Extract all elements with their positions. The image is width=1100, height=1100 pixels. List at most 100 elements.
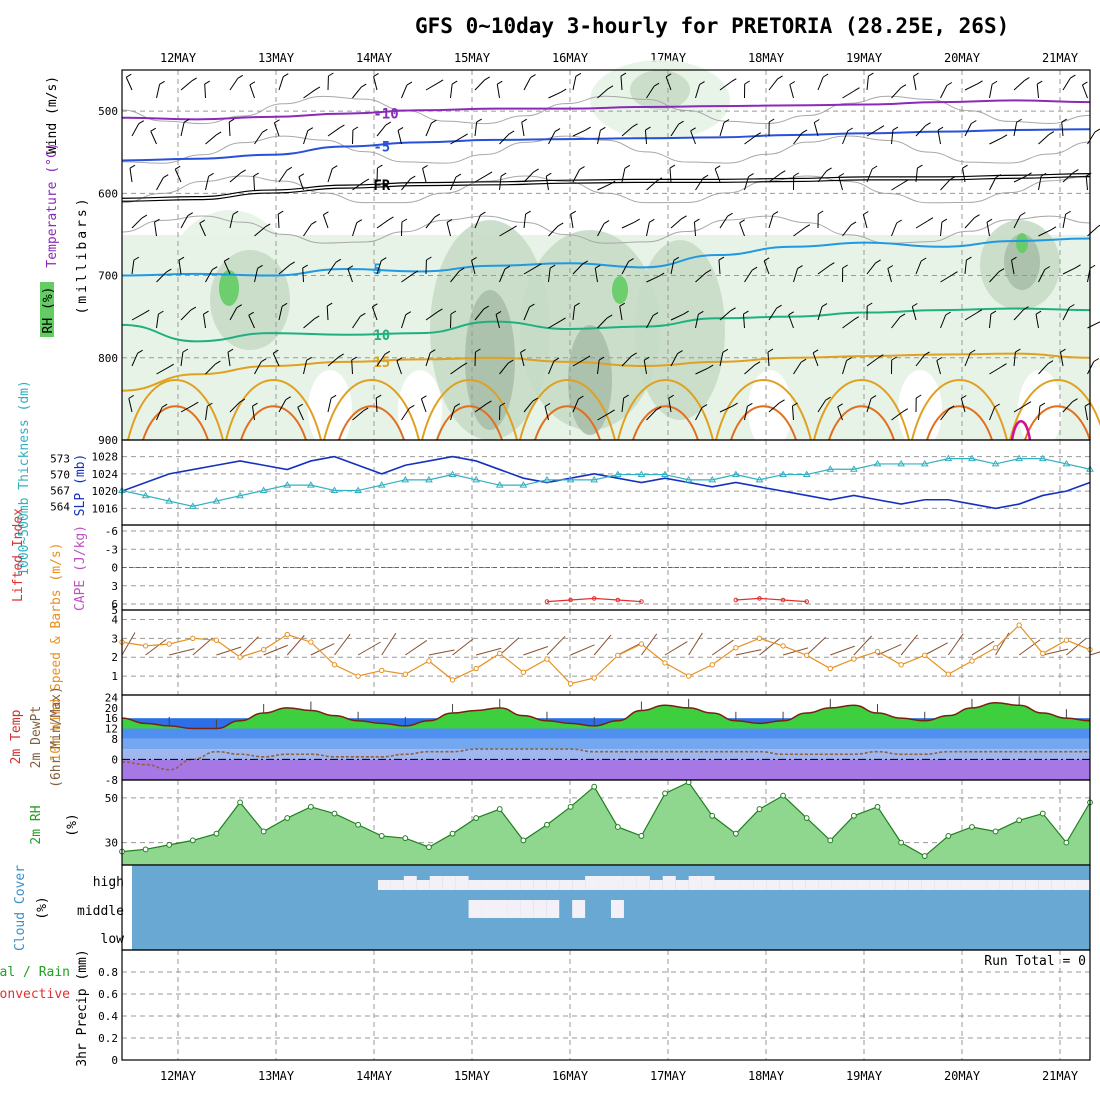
rh2m-marker — [496, 806, 503, 812]
high-cloud-gap — [1025, 880, 1039, 890]
wind-speed-marker — [780, 643, 786, 649]
thickness-marker — [330, 486, 339, 493]
upper-wind-barb — [281, 302, 288, 307]
upper-wind-barb — [474, 308, 485, 321]
upper-wind-barb — [1062, 77, 1071, 91]
rh-contour-line — [121, 175, 1091, 204]
upper-wind-barb — [705, 269, 712, 274]
upper-wind-barb — [508, 359, 514, 364]
high-cloud-gap — [468, 880, 482, 890]
high-cloud-gap — [520, 880, 534, 890]
upper-wind-barb — [1016, 118, 1022, 123]
wind-speed-marker — [615, 652, 621, 659]
thickness-marker — [165, 497, 174, 504]
upper-wind-barb — [352, 86, 362, 99]
upper-wind-barb — [191, 77, 197, 82]
upper-wind-barb — [991, 80, 998, 85]
thickness-marker — [236, 491, 244, 499]
upper-wind-barb — [837, 406, 843, 421]
date-label-bottom: 13MAY — [258, 1069, 295, 1083]
upper-wind-barb — [161, 403, 168, 408]
upper-wind-barb — [283, 73, 289, 78]
upper-wind-barb — [891, 87, 902, 99]
upper-air-panel: -10 -5 FR 5 10 15 500 600 700 800 900 (millibars) Wi… — [40, 60, 1100, 450]
upper-wind-barb — [208, 172, 214, 177]
thickness-marker — [779, 470, 787, 478]
cape-marker — [757, 596, 762, 601]
upper-wind-barb — [499, 133, 510, 145]
upper-wind-barb — [1013, 404, 1027, 413]
cape-marker — [591, 596, 597, 601]
upper-wind-barb — [373, 76, 378, 91]
wind-speed-marker — [426, 658, 432, 664]
upper-wind-barb — [986, 218, 993, 223]
upper-wind-barb — [1065, 210, 1071, 215]
isotherm-hot-cycle — [632, 405, 699, 441]
upper-wind-barb — [150, 131, 157, 145]
upper-wind-barb — [793, 361, 802, 375]
upper-wind-barb — [450, 84, 453, 99]
upper-wind-barb — [347, 265, 354, 270]
thickness-marker — [495, 481, 504, 488]
upper-wind-barb — [474, 214, 481, 229]
wind-axis-label: Wind (m/s) — [45, 76, 60, 154]
upper-wind-barb — [695, 177, 704, 191]
upper-wind-barb — [422, 165, 428, 169]
isotherm-hot-cycle — [730, 405, 797, 441]
upper-wind-barb — [812, 352, 819, 367]
upper-wind-barb — [665, 76, 672, 91]
upper-wind-barb — [303, 224, 312, 237]
thickness-marker — [897, 459, 906, 467]
high-cloud-gap — [999, 880, 1013, 890]
wind-speed-marker — [260, 646, 267, 653]
thickness-marker — [448, 470, 457, 478]
wind-barb — [570, 644, 595, 656]
upper-wind-barb — [1048, 131, 1055, 136]
upper-wind-barb — [486, 400, 492, 405]
upper-wind-barb — [597, 88, 609, 99]
upper-wind-barb — [739, 222, 745, 237]
upper-wind-barb — [621, 168, 626, 183]
wind-barb — [924, 642, 948, 656]
wind-barb — [263, 644, 288, 656]
upper-wind-barb — [156, 366, 169, 375]
temp-band — [122, 738, 1090, 750]
upper-wind-barb — [621, 261, 629, 275]
isotherm-warm-cycle — [225, 379, 322, 441]
middle-cloud-gap — [611, 900, 624, 918]
upper-wind-barb — [1038, 229, 1052, 237]
high-cloud-gap — [895, 880, 909, 890]
wind-barb — [664, 641, 688, 656]
date-label-top: 14MAY — [356, 51, 393, 65]
upper-wind-barb — [486, 171, 493, 176]
wind-speed-marker — [379, 667, 385, 674]
upper-wind-barb — [793, 227, 806, 237]
upper-wind-barb — [768, 118, 775, 123]
temp-tick-label: 8 — [111, 733, 118, 746]
upper-wind-barb — [763, 260, 770, 275]
thickness-marker — [590, 475, 599, 483]
thickness-marker — [401, 475, 410, 483]
upper-wind-barb — [789, 84, 794, 99]
rh-contour-fill — [465, 290, 515, 430]
wind-barb — [853, 635, 873, 656]
upper-wind-barb — [554, 128, 561, 133]
upper-wind-barb — [719, 405, 733, 413]
wind-barb — [593, 634, 612, 656]
upper-wind-barb — [425, 216, 436, 229]
upper-wind-barb — [388, 216, 394, 221]
isotherm-warm-cycle — [323, 379, 420, 441]
cape-axis-label: CAPE (J/kg) — [73, 525, 88, 611]
isotherm-10 — [121, 307, 1091, 343]
rh-dry-pocket — [398, 370, 442, 450]
upper-wind-barb — [545, 172, 552, 177]
high-cloud-gap — [869, 880, 883, 890]
thickness-marker — [731, 470, 740, 478]
upper-wind-barb — [1061, 118, 1067, 123]
upper-wind-barb — [1001, 134, 1008, 139]
upper-wind-barb — [327, 168, 333, 183]
rh2m-marker — [803, 815, 810, 821]
wind-speed-marker — [1040, 650, 1046, 657]
upper-wind-barb — [645, 126, 651, 131]
upper-wind-barb — [203, 310, 209, 315]
